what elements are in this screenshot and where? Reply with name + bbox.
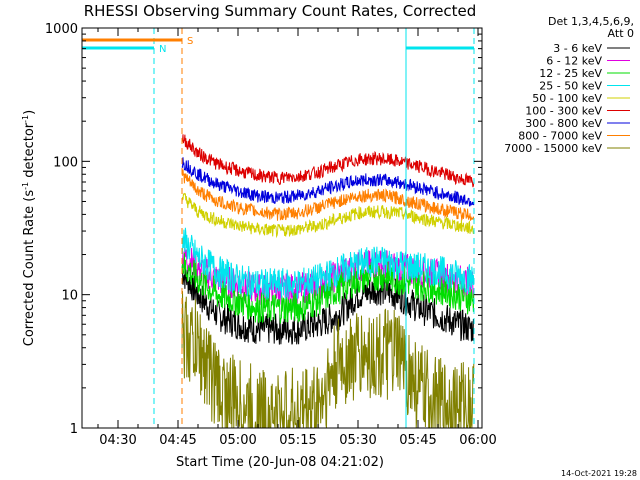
x-axis-label: Start Time (20-Jun-08 04:21:02): [176, 455, 384, 470]
legend-label-8: 7000 - 15000 keV: [504, 142, 602, 155]
x-tick-label-6: 06:00: [459, 433, 496, 448]
x-tick-label-1: 04:45: [159, 433, 196, 448]
axes: 04:30 04:45 05:00 05:15 05:30 05:45 06:00 1 10 10…: [45, 22, 497, 448]
legend-label-2: 12 - 25 keV: [539, 67, 602, 80]
series-line-5: [181, 134, 475, 188]
legend-header: Det 1,3,4,5,6,9,: [548, 15, 634, 28]
y-axis-label-main: Corrected Count Rate (s: [22, 190, 37, 347]
legend-label-5: 100 - 300 keV: [525, 105, 602, 118]
legend-att: Att 0: [608, 27, 634, 40]
timestamp: 14-Oct-2021 19:28: [561, 469, 637, 478]
y-axis-label-sup1: -1: [21, 182, 30, 190]
y-tick-label-2: 100: [53, 155, 78, 170]
series-line-8: [181, 291, 475, 429]
legend-label-3: 25 - 50 keV: [539, 80, 602, 93]
night-label: N: [159, 44, 166, 55]
series-line-0: [181, 263, 475, 345]
chart-title: RHESSI Observing Summary Count Rates, Co…: [84, 2, 477, 20]
y-axis-label-end: ): [22, 110, 37, 115]
legend-label-7: 800 - 7000 keV: [518, 130, 602, 143]
x-tick-label-2: 05:00: [219, 433, 256, 448]
series-line-4: [181, 192, 475, 239]
series-line-2: [181, 253, 475, 324]
plot-frame: [81, 27, 483, 429]
y-tick-label-3: 1000: [45, 22, 78, 37]
y-axis-label: Corrected Count Rate (s-1 detector-1): [21, 110, 37, 346]
saa-label: S: [187, 36, 193, 47]
series-line-7: [181, 169, 475, 221]
x-tick-label-4: 05:30: [339, 433, 376, 448]
legend-label-1: 6 - 12 keV: [546, 55, 602, 68]
series-line-6: [181, 157, 475, 207]
y-tick-label-0: 1: [70, 422, 78, 437]
legend-label-0: 3 - 6 keV: [553, 42, 602, 55]
x-tick-label-3: 05:15: [279, 433, 316, 448]
y-axis-label-sup2: -1: [21, 115, 30, 123]
x-tick-label-5: 05:45: [399, 433, 436, 448]
legend-label-6: 300 - 800 keV: [525, 117, 602, 130]
series-line-3: [181, 227, 475, 300]
x-tick-label-0: 04:30: [99, 433, 136, 448]
legend-label-4: 50 - 100 keV: [532, 92, 602, 105]
y-tick-label-1: 10: [61, 289, 78, 304]
y-axis-label-mid: detector: [22, 122, 37, 182]
